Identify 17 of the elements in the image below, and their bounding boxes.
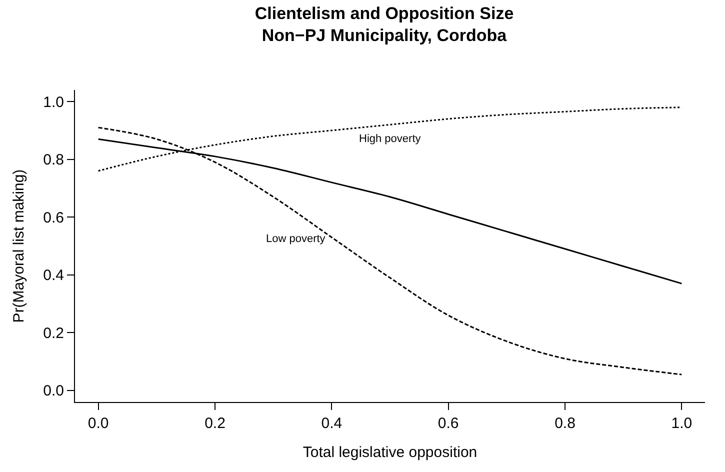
y-tick-label: 0.2 [43,324,64,342]
chart-title: Clientelism and Opposition Size Non−PJ Municipality, Cordoba [254,4,514,45]
x-tick-label: 0.6 [438,415,459,432]
y-tick-label: 0.8 [43,152,64,169]
x-tick-label: 0.2 [204,415,226,432]
y-tick-label: 0.4 [43,267,64,284]
x-axis-title: Total legislative opposition [302,444,478,461]
y-tick-label: 1.0 [43,94,64,111]
x-tick-label: 0.8 [554,415,576,432]
x-tick-label: 0.4 [321,415,342,432]
x-tick-label: 1.0 [671,415,692,432]
y-tick-label: 0.6 [43,209,64,226]
series-label: Low poverty [266,233,326,245]
y-axis-title: Pr(Mayoral list making) [10,169,28,323]
series-label: High poverty [359,133,422,145]
y-tick-label: 0.0 [43,382,64,400]
x-tick-label: 0.0 [88,415,109,432]
